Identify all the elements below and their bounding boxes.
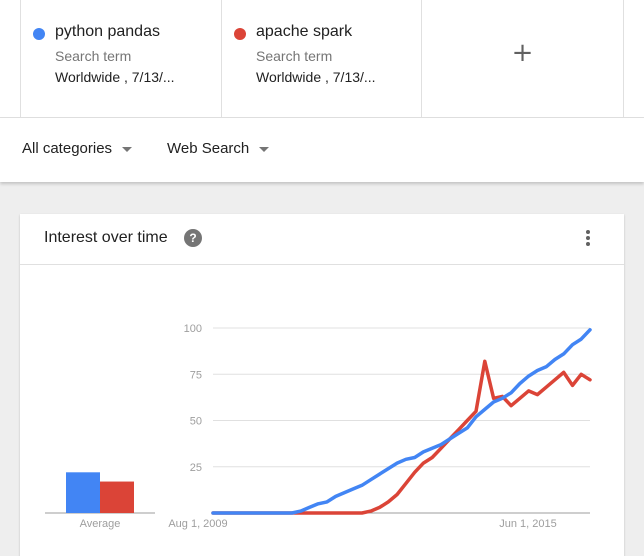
card-title: Interest over time <box>44 229 168 246</box>
average-bar-python-pandas <box>66 472 100 513</box>
more-vert-icon[interactable] <box>583 229 593 249</box>
term-type: Search term <box>256 48 333 64</box>
average-label: Average <box>80 518 121 530</box>
series-line-apache-spark <box>211 359 592 515</box>
average-bar-apache-spark <box>100 481 134 513</box>
search-type-dropdown[interactable]: Web Search <box>167 140 270 157</box>
term-scope: Worldwide , 7/13/... <box>256 69 376 85</box>
series-line-python-pandas <box>211 328 592 515</box>
question-icon[interactable]: ? <box>184 229 202 247</box>
search-term-1[interactable]: python pandas Search term Worldwide , 7/… <box>20 0 221 118</box>
term-name: apache spark <box>256 23 353 40</box>
y-tick-label: 75 <box>190 369 202 381</box>
x-tick-label: Jun 1, 2015 <box>499 518 557 530</box>
filter-bar: All categories Web Search <box>0 118 644 182</box>
search-term-2[interactable]: apache spark Search term Worldwide , 7/1… <box>221 0 421 118</box>
x-tick-label: Aug 1, 2009 <box>168 518 227 530</box>
y-tick-label: 25 <box>190 462 202 474</box>
compare-bar: python pandas Search term Worldwide , 7/… <box>0 0 644 118</box>
interest-chart: 100 75 50 25 Aug 1, 2009 Jun 1, 2015 Average <box>45 323 592 530</box>
series-color-dot <box>33 28 45 40</box>
term-name: python pandas <box>55 23 160 40</box>
y-tick-label: 50 <box>190 416 202 428</box>
add-term-button[interactable]: + <box>511 38 534 68</box>
category-dropdown[interactable]: All categories <box>22 140 133 157</box>
dropdown-arrow-icon <box>259 146 270 152</box>
dropdown-arrow-icon <box>122 146 133 152</box>
card-header: Interest over time ? <box>20 214 624 265</box>
term-scope: Worldwide , 7/13/... <box>55 69 175 85</box>
category-label: All categories <box>22 140 113 157</box>
search-type-label: Web Search <box>167 140 250 157</box>
y-tick-label: 100 <box>184 323 202 335</box>
interest-over-time-card: Interest over time ? 100 75 50 25 Aug 1, 200… <box>20 214 624 556</box>
series-color-dot <box>234 28 246 40</box>
add-comparison: + <box>421 0 624 118</box>
term-type: Search term <box>55 48 132 64</box>
